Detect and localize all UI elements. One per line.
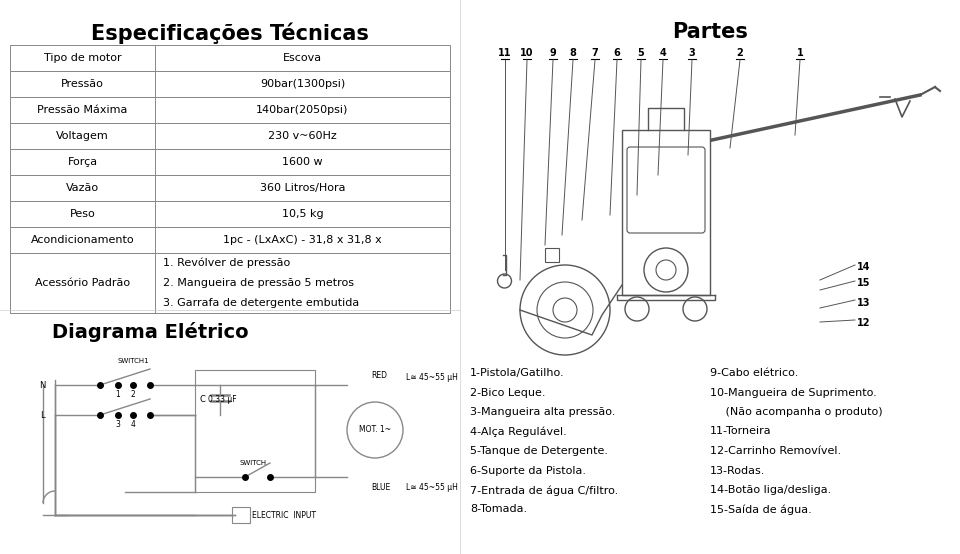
Text: ELECTRIC  INPUT: ELECTRIC INPUT: [252, 510, 316, 520]
Circle shape: [537, 282, 593, 338]
Text: Pressão: Pressão: [61, 79, 104, 89]
Text: 14: 14: [857, 262, 871, 272]
Circle shape: [347, 402, 403, 458]
Text: 13-Rodas.: 13-Rodas.: [710, 465, 765, 475]
Bar: [10, 149, 450, 175]
Text: 1-Pistola/Gatilho.: 1-Pistola/Gatilho.: [470, 368, 564, 378]
Text: C: C: [200, 396, 205, 404]
Text: 3: 3: [688, 48, 695, 58]
Bar: [10, 201, 450, 227]
Text: 11-Torneira: 11-Torneira: [710, 427, 772, 437]
Text: Escova: Escova: [283, 53, 322, 63]
Bar: [10, 253, 450, 313]
Text: Partes: Partes: [672, 22, 748, 42]
Text: 7-Entrada de água C/filtro.: 7-Entrada de água C/filtro.: [470, 485, 618, 495]
Text: 4: 4: [660, 48, 666, 58]
Text: 13: 13: [857, 298, 871, 308]
Circle shape: [553, 298, 577, 322]
Text: 11: 11: [498, 48, 512, 58]
Text: 230 v~60Hz: 230 v~60Hz: [268, 131, 337, 141]
Text: Peso: Peso: [70, 209, 95, 219]
Text: 1pc - (LxAxC) - 31,8 x 31,8 x: 1pc - (LxAxC) - 31,8 x 31,8 x: [223, 235, 382, 245]
Bar: [10, 97, 450, 123]
Circle shape: [497, 274, 512, 288]
Circle shape: [520, 265, 610, 355]
Text: 1: 1: [797, 48, 804, 58]
Text: 2: 2: [131, 390, 135, 399]
Text: L≅ 45~55 μH: L≅ 45~55 μH: [406, 483, 458, 491]
Text: SWITCH1: SWITCH1: [118, 358, 150, 364]
Text: 140bar(2050psi): 140bar(2050psi): [256, 105, 348, 115]
Text: 9: 9: [550, 48, 557, 58]
Text: 1. Revólver de pressão: 1. Revólver de pressão: [163, 258, 290, 268]
Text: L≅ 45~55 μH: L≅ 45~55 μH: [406, 372, 458, 382]
Text: 2-Bico Leque.: 2-Bico Leque.: [470, 387, 545, 398]
Text: (Não acompanha o produto): (Não acompanha o produto): [722, 407, 882, 417]
Bar: [10, 45, 450, 71]
Text: 2: 2: [736, 48, 743, 58]
Text: 10-Mangueira de Suprimento.: 10-Mangueira de Suprimento.: [710, 387, 876, 398]
Text: 7: 7: [591, 48, 598, 58]
Text: Força: Força: [67, 157, 98, 167]
Text: Voltagem: Voltagem: [56, 131, 108, 141]
Circle shape: [625, 297, 649, 321]
Text: 0.33 μF: 0.33 μF: [208, 396, 236, 404]
Text: 3. Garrafa de detergente embutida: 3. Garrafa de detergente embutida: [163, 298, 359, 308]
Bar: [622, 130, 710, 295]
Text: 12-Carrinho Removível.: 12-Carrinho Removível.: [710, 446, 841, 456]
Text: Vazão: Vazão: [66, 183, 99, 193]
Bar: [10, 175, 450, 201]
Circle shape: [656, 260, 676, 280]
Text: 15-Saída de água.: 15-Saída de água.: [710, 505, 812, 515]
Text: 6-Suporte da Pistola.: 6-Suporte da Pistola.: [470, 465, 586, 475]
Text: 90bar(1300psi): 90bar(1300psi): [260, 79, 346, 89]
Bar: [545, 248, 559, 262]
Bar: [10, 71, 450, 97]
Circle shape: [644, 248, 688, 292]
Text: Acondicionamento: Acondicionamento: [31, 235, 134, 245]
Text: 8: 8: [569, 48, 576, 58]
Text: SWITCH: SWITCH: [240, 460, 267, 466]
Text: Acessório Padrão: Acessório Padrão: [35, 278, 130, 288]
Text: N: N: [38, 382, 45, 391]
Text: Diagrama Elétrico: Diagrama Elétrico: [52, 322, 249, 342]
Text: 15: 15: [857, 278, 871, 288]
Text: 2. Mangueira de pressão 5 metros: 2. Mangueira de pressão 5 metros: [163, 278, 354, 288]
Text: 10,5 kg: 10,5 kg: [281, 209, 324, 219]
Text: 1: 1: [115, 390, 120, 399]
FancyBboxPatch shape: [627, 147, 705, 233]
Text: 4: 4: [131, 420, 135, 429]
Text: 3: 3: [115, 420, 120, 429]
Text: 4-Alça Regulável.: 4-Alça Regulável.: [470, 427, 566, 437]
Text: MOT. 1~: MOT. 1~: [359, 425, 391, 434]
Bar: [195, 370, 315, 492]
Text: BLUE: BLUE: [371, 483, 391, 491]
Text: RED: RED: [371, 371, 387, 379]
Text: 6: 6: [613, 48, 620, 58]
Text: Tipo de motor: Tipo de motor: [44, 53, 121, 63]
Text: 3-Mangueira alta pressão.: 3-Mangueira alta pressão.: [470, 407, 615, 417]
Text: 1600 w: 1600 w: [282, 157, 323, 167]
Text: Pressão Máxima: Pressão Máxima: [37, 105, 128, 115]
Text: 9-Cabo elétrico.: 9-Cabo elétrico.: [710, 368, 799, 378]
Text: 360 Litros/Hora: 360 Litros/Hora: [260, 183, 346, 193]
Bar: [10, 123, 450, 149]
Bar: [10, 227, 450, 253]
Circle shape: [683, 297, 707, 321]
Text: 12: 12: [857, 318, 871, 328]
Text: 8-Tomada.: 8-Tomada.: [470, 505, 527, 515]
Text: 5-Tanque de Detergente.: 5-Tanque de Detergente.: [470, 446, 608, 456]
Text: Especificações Técnicas: Especificações Técnicas: [91, 22, 369, 44]
Text: 10: 10: [520, 48, 534, 58]
Text: 5: 5: [637, 48, 644, 58]
Text: 14-Botão liga/desliga.: 14-Botão liga/desliga.: [710, 485, 831, 495]
Bar: [232, 507, 250, 523]
Text: L: L: [40, 412, 45, 420]
